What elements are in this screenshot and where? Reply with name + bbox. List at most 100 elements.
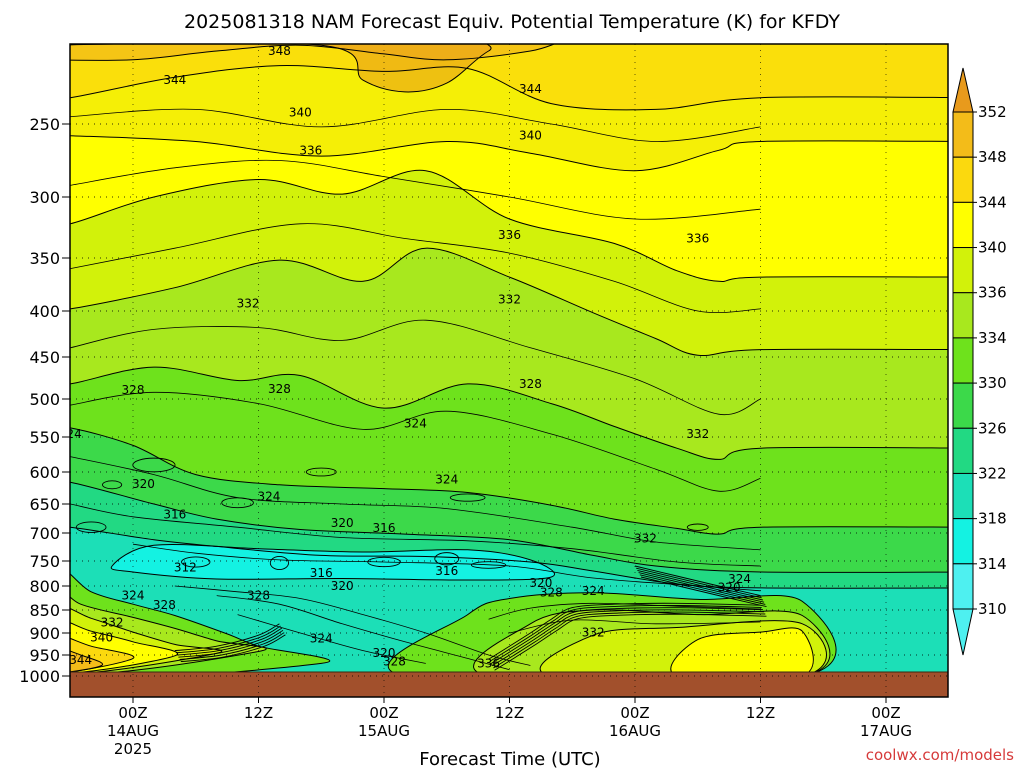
- cell-contour-10: [686, 523, 709, 531]
- contour-label-33: 324: [582, 584, 605, 598]
- front-2-3: [178, 630, 284, 658]
- gridlines: [70, 44, 948, 697]
- contour-314: [110, 543, 555, 581]
- y-tick-label-900: 900: [29, 624, 60, 643]
- contour-lines: [70, 44, 948, 671]
- colorbar-segment-2: [952, 201, 974, 249]
- front-1-4: [639, 574, 766, 605]
- y-tick-label-450: 450: [29, 348, 60, 367]
- contour-322: [70, 481, 948, 573]
- colorbar: 352 348 344 340 336 334 330 326 322 318 314 310: [952, 67, 1007, 656]
- contour-label-42: 336: [477, 656, 500, 670]
- front-1-2: [637, 569, 764, 601]
- contour-label-11: 328: [268, 382, 291, 396]
- y-tick-label-650: 650: [29, 495, 60, 514]
- x-axis-label: Forecast Time (UTC): [419, 749, 600, 768]
- cell-contour-5: [434, 552, 460, 566]
- front-1-1: [636, 567, 762, 599]
- x-tick-time-1: 12Z: [244, 704, 273, 722]
- contour-334: [70, 247, 948, 357]
- front-2-5: [180, 634, 286, 663]
- isoline-11: [488, 602, 761, 620]
- contour-label-29: 320: [718, 580, 741, 594]
- contour-label-13: 324: [59, 427, 82, 441]
- contour-label-18: 324: [258, 489, 281, 503]
- y-tick-label-500: 500: [29, 390, 60, 409]
- front-0-3: [491, 609, 765, 667]
- contour-label-20: 320: [331, 516, 354, 530]
- contour-label-31: 328: [247, 589, 270, 603]
- isoline-6: [70, 503, 761, 567]
- colorbar-segment-7: [952, 427, 974, 474]
- contour-label-8: 332: [237, 297, 260, 311]
- colorbar-segment-9: [952, 518, 974, 565]
- contour-label-36: 332: [582, 626, 605, 640]
- contour-label-1: 344: [163, 73, 186, 87]
- front-2-0: [174, 623, 280, 652]
- front-0-0: [488, 602, 761, 660]
- contour-label-37: 340: [90, 630, 113, 644]
- front-0-4: [493, 611, 766, 669]
- y-tick-label-700: 700: [29, 524, 60, 543]
- colorbar-segment-4: [952, 292, 974, 339]
- colorbar-label-334: 334: [978, 329, 1007, 347]
- upper-contour-348: [70, 44, 556, 61]
- contour-label-38: 324: [310, 632, 333, 646]
- cell-contour-3: [269, 556, 289, 570]
- colorbar-label-340: 340: [978, 239, 1007, 257]
- colorbar-segment-0: [952, 111, 974, 158]
- cell-contour-2: [181, 556, 211, 568]
- chart-title: 2025081318 NAM Forecast Equiv. Potential…: [184, 11, 840, 33]
- y-tick-label-1000: 1000: [19, 667, 60, 686]
- x-tick-time-6: 00Z: [871, 704, 900, 722]
- x-tick-time-3: 12Z: [495, 704, 524, 722]
- colorbar-label-326: 326: [978, 419, 1007, 437]
- contour-label-9: 332: [498, 292, 521, 306]
- y-axis: 250 300 350 400 450 500 550 600 650 700 750 800 850 9…: [19, 115, 70, 686]
- contour-label-21: 316: [373, 521, 396, 535]
- y-tick-label-950: 950: [29, 646, 60, 665]
- cell-contour-9: [221, 497, 254, 509]
- contour-label-14: 324: [404, 416, 427, 430]
- contour-340: [70, 135, 948, 172]
- upper-band-344: [70, 44, 948, 110]
- contour-label-41: 328: [383, 655, 406, 669]
- contour-label-16: 324: [435, 473, 458, 487]
- front-2-1: [175, 625, 281, 654]
- front-1-3: [638, 572, 765, 603]
- contour-label-40: 344: [69, 653, 92, 667]
- contour-label-0: 348: [268, 44, 291, 58]
- colorbar-segment-8: [952, 472, 974, 520]
- contour-326: [70, 427, 948, 535]
- contour-label-17: 320: [132, 477, 155, 491]
- front-0-5: [494, 613, 767, 671]
- cell-contour-1: [102, 480, 123, 490]
- y-tick-label-600: 600: [29, 463, 60, 482]
- credit-text: coolwx.com/models: [866, 746, 1014, 764]
- colorbar-label-330: 330: [978, 374, 1007, 392]
- cell-contour-7: [305, 467, 337, 477]
- contour-label-24: 316: [310, 566, 333, 580]
- colorbar-label-344: 344: [978, 193, 1007, 211]
- contour-label-12: 328: [519, 377, 542, 391]
- contour-label-7: 336: [686, 231, 709, 245]
- colorbar-segment-3: [952, 247, 974, 294]
- contour-label-22: 332: [634, 532, 657, 546]
- cell-contour-8: [449, 493, 486, 502]
- x-tick-date-2: 15AUG: [358, 722, 410, 740]
- y-tick-label-850: 850: [29, 601, 60, 620]
- x-tick-year-0: 2025: [114, 740, 152, 758]
- y-tick-label-800: 800: [29, 577, 60, 596]
- colorbar-label-314: 314: [978, 555, 1007, 573]
- cell-contour-0: [75, 521, 107, 533]
- contour-label-25: 316: [435, 564, 458, 578]
- colorbar-label-322: 322: [978, 464, 1007, 482]
- contour-318: [70, 526, 948, 589]
- colorbar-label-318: 318: [978, 510, 1007, 528]
- front-2-4: [179, 632, 285, 660]
- isoline-0: [70, 108, 761, 142]
- x-tick-time-4: 00Z: [620, 704, 649, 722]
